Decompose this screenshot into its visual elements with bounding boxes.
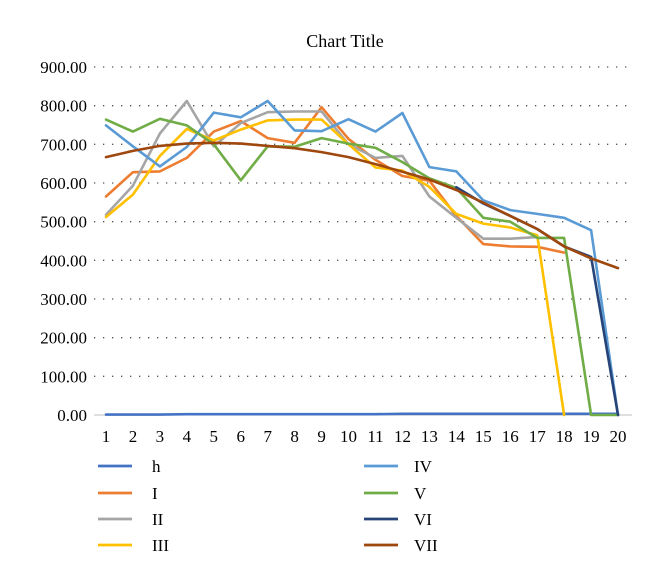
x-tick-label: 18 (556, 427, 573, 446)
x-tick-label: 9 (317, 427, 326, 446)
y-tick-label: 500.00 (40, 213, 87, 232)
x-axis-tick-labels: 1 2 3 4 5 6 7 8 9 10 11 12 13 14 15 16 17 18 19 20 (102, 427, 627, 446)
x-tick-label: 2 (129, 427, 138, 446)
x-tick-label: 14 (448, 427, 466, 446)
legend-item-iii: III (98, 536, 169, 555)
series-line-iv (104, 99, 620, 417)
x-tick-label: 19 (583, 427, 600, 446)
legend-item-ii: II (98, 510, 164, 529)
x-tick-label: 4 (183, 427, 192, 446)
legend-label: IV (414, 457, 433, 476)
legend-item-v: V (364, 484, 427, 503)
y-tick-label: 300.00 (40, 290, 87, 309)
legend-label: VII (414, 536, 438, 555)
x-tick-label: 13 (421, 427, 438, 446)
series-line-iii (104, 118, 566, 417)
legend-item-vii: VII (364, 536, 438, 555)
x-tick-label: 6 (237, 427, 246, 446)
y-tick-label: 800.00 (40, 97, 87, 116)
series-line-ii (104, 99, 539, 240)
legend-label: I (152, 484, 158, 503)
x-tick-label: 10 (340, 427, 357, 446)
y-tick-label: 0.00 (57, 406, 87, 425)
x-tick-label: 8 (290, 427, 299, 446)
y-tick-label: 200.00 (40, 329, 87, 348)
chart-title: Chart Title (306, 31, 384, 51)
x-tick-label: 1 (102, 427, 111, 446)
x-tick-label: 12 (394, 427, 411, 446)
x-tick-label: 3 (156, 427, 165, 446)
series-line-vii (104, 141, 620, 270)
x-tick-label: 17 (529, 427, 547, 446)
y-axis-tick-labels: 0.00 100.00 200.00 300.00 400.00 500.00 600.00… (40, 58, 87, 425)
y-tick-label: 600.00 (40, 174, 87, 193)
y-tick-label: 900.00 (40, 58, 87, 77)
x-tick-label: 16 (502, 427, 519, 446)
series-line-i (104, 105, 566, 254)
x-tick-label: 7 (263, 427, 272, 446)
x-tick-label: 20 (610, 427, 627, 446)
series-line-v (104, 117, 620, 417)
legend-item-i: I (98, 484, 158, 503)
series-lines (104, 99, 620, 417)
legend-label: V (414, 484, 427, 503)
x-tick-label: 15 (475, 427, 492, 446)
legend-label: III (152, 536, 169, 555)
legend-item-iv: IV (364, 457, 433, 476)
legend-label: h (152, 457, 161, 476)
x-tick-label: 11 (367, 427, 383, 446)
x-tick-label: 5 (210, 427, 219, 446)
gridlines (94, 66, 632, 416)
legend-item-vi: VI (364, 510, 432, 529)
legend-item-h: h (98, 457, 161, 476)
legend-label: VI (414, 510, 432, 529)
y-tick-label: 400.00 (40, 251, 87, 270)
y-tick-label: 100.00 (40, 367, 87, 386)
series-line-h (104, 412, 620, 416)
y-tick-label: 700.00 (40, 135, 87, 154)
legend-label: II (152, 510, 164, 529)
